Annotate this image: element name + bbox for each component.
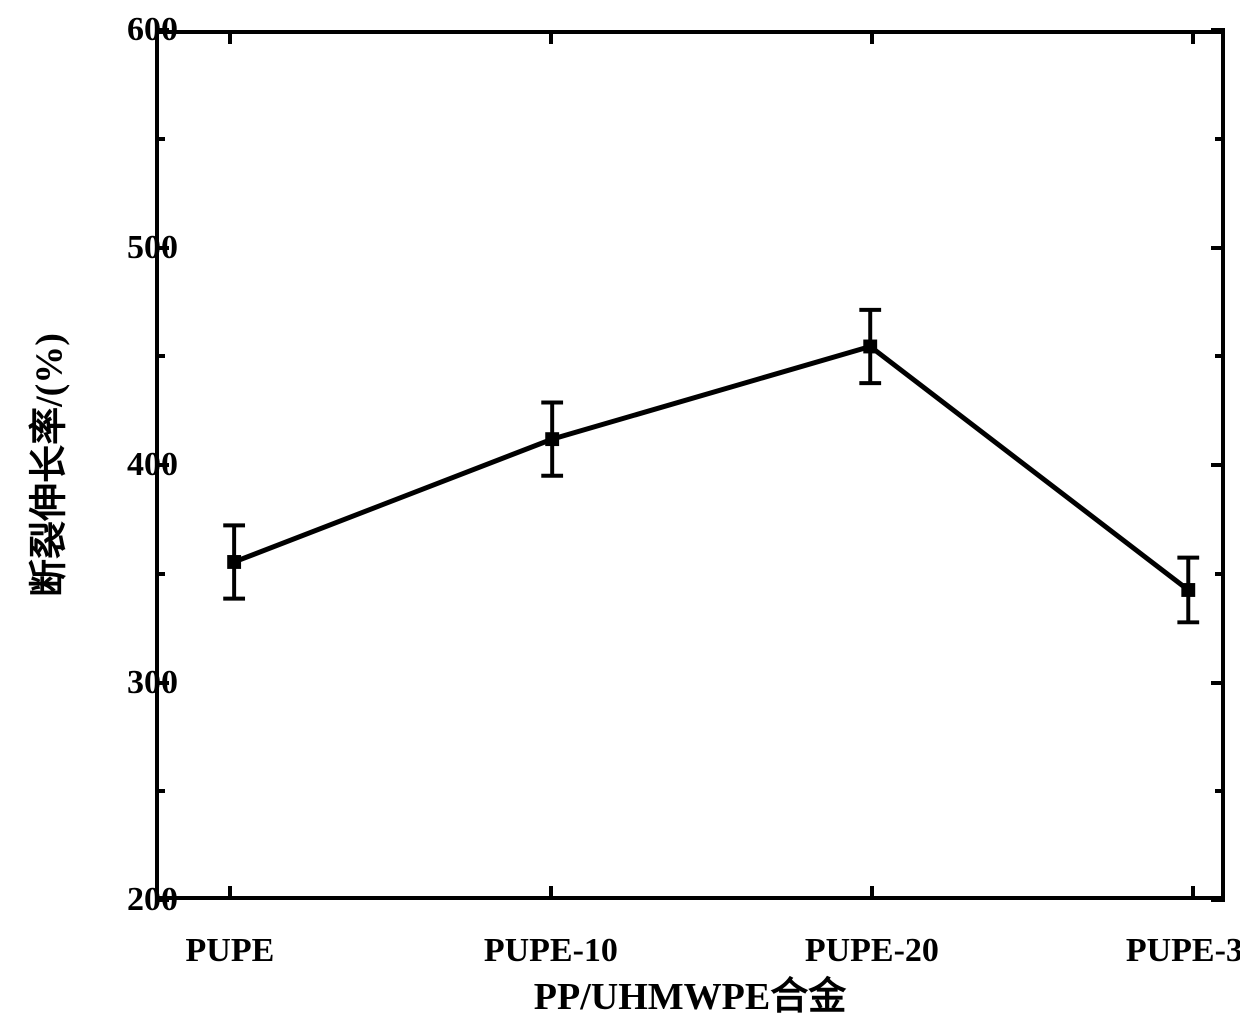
tick-mark: [155, 681, 169, 685]
tick-mark: [870, 886, 874, 900]
y-tick-label: 400: [127, 446, 141, 484]
data-marker: [863, 340, 877, 354]
tick-mark: [1211, 463, 1225, 467]
data-svg: [159, 34, 1221, 896]
tick-mark: [228, 886, 232, 900]
tick-mark: [1215, 354, 1225, 358]
plot-area: [155, 30, 1225, 900]
tick-mark: [870, 30, 874, 44]
x-axis-label: PP/UHMWPE合金: [534, 965, 846, 1020]
tick-mark: [155, 137, 165, 141]
y-axis-label: 断裂伸长率/(%): [18, 333, 73, 597]
tick-mark: [1191, 30, 1195, 44]
tick-mark: [155, 898, 169, 902]
data-marker: [227, 555, 241, 569]
data-marker: [1181, 583, 1195, 597]
tick-mark: [549, 30, 553, 44]
tick-mark: [155, 28, 169, 32]
tick-mark: [1211, 246, 1225, 250]
tick-mark: [1211, 681, 1225, 685]
tick-mark: [549, 886, 553, 900]
x-tick-label: PUPE-20: [805, 916, 939, 970]
data-line: [234, 346, 1188, 590]
tick-mark: [155, 789, 165, 793]
tick-mark: [1215, 137, 1225, 141]
tick-mark: [1211, 28, 1225, 32]
tick-mark: [1215, 789, 1225, 793]
x-tick-label: PUPE-10: [484, 916, 618, 970]
y-tick-label: 300: [127, 664, 141, 702]
tick-mark: [155, 572, 165, 576]
y-tick-label: 600: [127, 11, 141, 49]
tick-mark: [155, 463, 169, 467]
y-tick-label: 500: [127, 229, 141, 267]
tick-mark: [1215, 572, 1225, 576]
x-tick-label: PUPE-30: [1126, 916, 1240, 970]
y-tick-label: 200: [127, 881, 141, 919]
data-marker: [545, 432, 559, 446]
tick-mark: [228, 30, 232, 44]
x-tick-label: PUPE: [186, 916, 275, 970]
tick-mark: [155, 246, 169, 250]
tick-mark: [1211, 898, 1225, 902]
tick-mark: [1191, 886, 1195, 900]
chart-container: 断裂伸长率/(%) PP/UHMWPE合金 200 300 400 500 600 PU…: [0, 0, 1240, 1031]
tick-mark: [155, 354, 165, 358]
